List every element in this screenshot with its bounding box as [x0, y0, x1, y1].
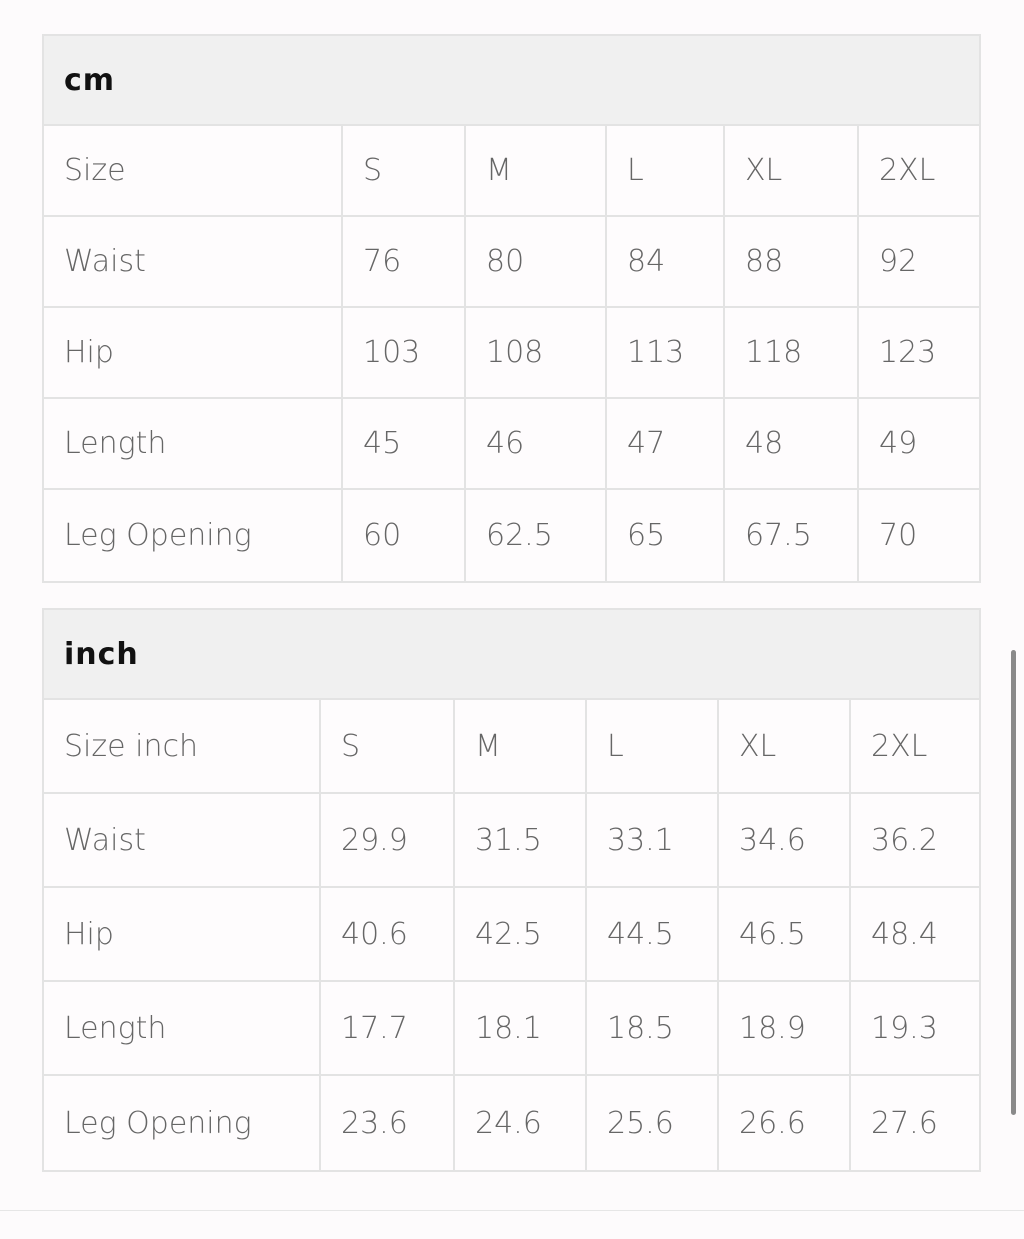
table-cell: 18.5: [587, 982, 719, 1074]
table-cell: 113: [607, 308, 725, 397]
table-cell: 92: [879, 244, 918, 279]
table-row: Waist 29.9 31.5 33.1 34.6 36.2: [44, 794, 979, 888]
row-label: Leg Opening: [44, 490, 343, 581]
table-cell: 25.6: [587, 1076, 719, 1170]
table-cell: 46.5: [719, 888, 851, 980]
row-label: Leg Opening: [44, 1076, 321, 1170]
table-cell: 19.3: [871, 1010, 938, 1046]
table-cell: S: [321, 700, 455, 792]
table-cell: XL: [725, 126, 859, 215]
size-table-cm: cm Size S M L XL 2XL Waist 76 80 84 88 92 Hip 103 108 11…: [42, 34, 981, 583]
table-cell: 67.5: [725, 490, 859, 581]
table-row: Waist 76 80 84 88 92: [44, 217, 979, 308]
table-cell: XL: [719, 700, 851, 792]
row-label: Size: [44, 126, 343, 215]
table-row: Leg Opening 60 62.5 65 67.5 70: [44, 490, 979, 581]
table-cell: 103: [343, 308, 466, 397]
table-cell: 2XL: [879, 153, 936, 188]
table-title: cm: [44, 36, 979, 126]
table-cell: 45: [343, 399, 466, 488]
table-cell: 49: [879, 426, 918, 461]
table-cell: 40.6: [321, 888, 455, 980]
table-row: Hip 103 108 113 118 123: [44, 308, 979, 399]
table-cell: 29.9: [321, 794, 455, 886]
table-cell: 62.5: [466, 490, 607, 581]
table-cell: 123: [879, 335, 937, 370]
table-cell: 65: [607, 490, 725, 581]
table-row: Hip 40.6 42.5 44.5 46.5 48.4: [44, 888, 979, 982]
table-cell: 60: [343, 490, 466, 581]
table-cell: 88: [725, 217, 859, 306]
row-label: Hip: [44, 308, 343, 397]
table-cell: 76: [343, 217, 466, 306]
table-cell: L: [607, 126, 725, 215]
table-cell: 24.6: [455, 1076, 587, 1170]
table-cell: 36.2: [871, 822, 938, 858]
size-table-inch: inch Size inch S M L XL 2XL Waist 29.9 31.5 33.1 34…: [42, 608, 981, 1172]
table-cell: 18.1: [455, 982, 587, 1074]
table-cell: S: [343, 126, 466, 215]
table-cell: M: [455, 700, 587, 792]
table-title: inch: [44, 610, 979, 700]
row-label: Waist: [44, 794, 321, 886]
table-cell: 23.6: [321, 1076, 455, 1170]
table-cell: L: [587, 700, 719, 792]
table-cell: 70: [879, 518, 918, 553]
table-cell: 80: [466, 217, 607, 306]
table-cell: 47: [607, 399, 725, 488]
table-cell: 42.5: [455, 888, 587, 980]
table-cell: 33.1: [587, 794, 719, 886]
table-cell: 118: [725, 308, 859, 397]
table-cell: 26.6: [719, 1076, 851, 1170]
divider: [0, 1210, 1024, 1211]
table-cell: 2XL: [871, 728, 928, 764]
row-label: Hip: [44, 888, 321, 980]
table-cell: 48.4: [871, 916, 938, 952]
header-row: Size inch S M L XL 2XL: [44, 700, 979, 794]
table-cell: 34.6: [719, 794, 851, 886]
row-label: Length: [44, 982, 321, 1074]
table-cell: 17.7: [321, 982, 455, 1074]
table-cell: 84: [607, 217, 725, 306]
table-cell: 44.5: [587, 888, 719, 980]
row-label: Size inch: [44, 700, 321, 792]
table-cell: 46: [466, 399, 607, 488]
table-row: Length 17.7 18.1 18.5 18.9 19.3: [44, 982, 979, 1076]
table-cell: 108: [466, 308, 607, 397]
table-row: Length 45 46 47 48 49: [44, 399, 979, 490]
table-cell: 48: [725, 399, 859, 488]
table-cell: 31.5: [455, 794, 587, 886]
header-row: Size S M L XL 2XL: [44, 126, 979, 217]
scrollbar[interactable]: [1011, 650, 1016, 1115]
table-cell: 27.6: [871, 1105, 938, 1141]
table-cell: M: [466, 126, 607, 215]
table-cell: 18.9: [719, 982, 851, 1074]
row-label: Waist: [44, 217, 343, 306]
row-label: Length: [44, 399, 343, 488]
table-row: Leg Opening 23.6 24.6 25.6 26.6 27.6: [44, 1076, 979, 1170]
